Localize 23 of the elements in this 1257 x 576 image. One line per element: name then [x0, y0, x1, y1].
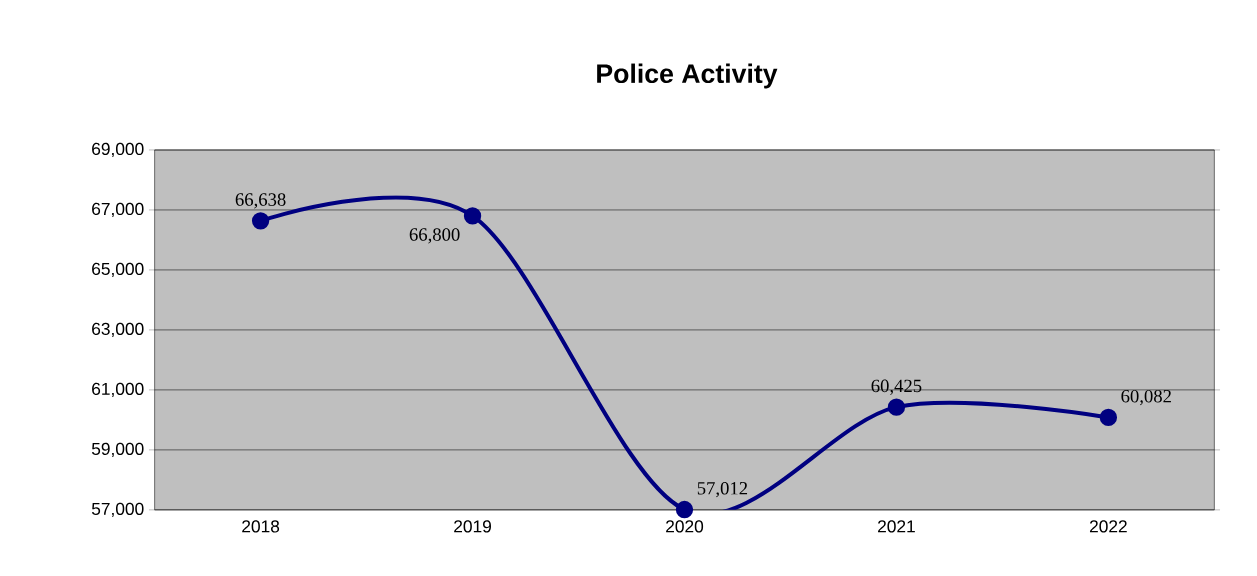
y-tick-label: 61,000	[92, 382, 144, 398]
y-tick-label: 69,000	[92, 142, 144, 158]
point	[463, 207, 482, 225]
data-label: 57,012	[697, 482, 748, 498]
chart-title: Police Activity	[597, 63, 778, 89]
y-tick-label: 65,000	[92, 262, 144, 278]
y-tick-label: 63,000	[92, 322, 144, 338]
x-tick-label: 2022	[1089, 520, 1127, 533]
point	[675, 500, 694, 519]
x-tick-label: 2020	[666, 520, 704, 533]
x-tick-label: 2021	[878, 520, 915, 533]
data-label: 60,082	[1121, 389, 1171, 406]
data-label: 60,425	[871, 379, 922, 395]
point	[1099, 408, 1118, 427]
x-tick-label: 2018	[242, 520, 280, 533]
y-tick-label: 59,000	[91, 442, 144, 458]
x-tick-label: 2019	[454, 520, 491, 533]
data-label: 66,638	[235, 193, 286, 209]
y-tick-label: 67,000	[92, 202, 144, 218]
y-tick-label: 57,000	[91, 502, 144, 518]
point	[887, 398, 906, 416]
data-label: 66,800	[409, 228, 460, 244]
point	[251, 212, 270, 230]
